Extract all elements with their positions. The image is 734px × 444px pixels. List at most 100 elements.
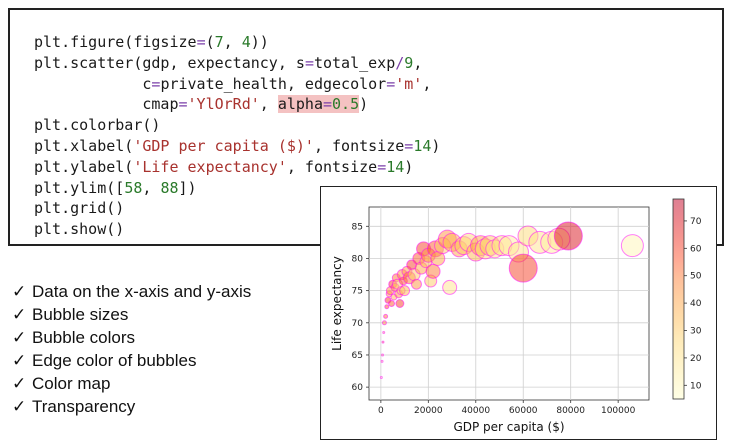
- code-token: =: [404, 136, 414, 155]
- checklist-label: Bubble colors: [32, 328, 136, 347]
- code-line: plt.ylabel('Life expectancy', fontsize=1…: [34, 158, 413, 176]
- code-token: plt.colorbar(): [34, 116, 161, 135]
- code-line: c=private_health, edgecolor='m',: [34, 75, 431, 93]
- bubble: [620, 234, 644, 258]
- checklist-label: Transparency: [32, 397, 136, 416]
- colorbar-tick-label: 60: [690, 244, 702, 254]
- bubble: [381, 340, 385, 344]
- code-token: c: [34, 74, 152, 93]
- code-token: 'm': [395, 74, 423, 93]
- bubble: [410, 278, 422, 290]
- code-line: cmap='YlOrRd', alpha=0.5): [34, 95, 369, 114]
- bubble: [381, 353, 385, 357]
- code-token: 0.5: [332, 95, 360, 114]
- checklist-item: ✓ Color map: [12, 372, 251, 395]
- check-icon: ✓: [12, 282, 27, 301]
- code-token: 88: [160, 178, 179, 197]
- code-token: 7: [214, 33, 224, 51]
- y-tick-label: 70: [352, 319, 364, 329]
- code-line: plt.xlabel('GDP per capita ($)', fontsiz…: [34, 137, 440, 155]
- code-token: ,: [422, 74, 432, 93]
- code-token: ,: [259, 95, 278, 114]
- bubble: [382, 330, 386, 334]
- chart-panel: 0 20000 40000 60000 80000 100000 60 65 70 75 80 85 G…: [320, 186, 717, 440]
- code-token: cmap: [34, 95, 179, 114]
- colorbar-tick-label: 70: [690, 217, 702, 227]
- check-icon: ✓: [12, 351, 27, 370]
- code-token: 'Life expectancy': [133, 157, 287, 176]
- y-tick-label: 85: [352, 222, 363, 232]
- code-token: 9: [404, 53, 414, 72]
- bubble: [425, 263, 441, 279]
- check-icon: ✓: [12, 397, 27, 416]
- y-tick-label: 60: [352, 383, 364, 393]
- x-tick-label: 0: [378, 406, 384, 416]
- colorbar-tick-label: 40: [690, 299, 702, 309]
- code-token: (: [205, 33, 215, 51]
- code-token: plt.ylabel(: [34, 157, 134, 176]
- x-tick-label: 60000: [509, 406, 538, 416]
- code-token: total_exp: [313, 53, 396, 72]
- bubble: [381, 320, 387, 326]
- code-token: plt.xlabel(: [34, 136, 134, 155]
- y-tick-label: 65: [352, 351, 363, 361]
- code-token: , fontsize: [313, 136, 405, 155]
- code-token: 14: [413, 136, 432, 155]
- code-block: plt.figure(figsize=(7, 4)) plt.scatter(g…: [34, 32, 440, 240]
- code-token: plt.grid(): [34, 199, 125, 218]
- colorbar-tick-label: 30: [690, 327, 702, 337]
- code-token: =: [151, 74, 161, 93]
- code-token: private_health, edgecolor: [160, 74, 387, 93]
- bubble: [380, 359, 384, 363]
- code-token: ,: [142, 178, 161, 197]
- checklist-item: ✓ Bubble sizes: [12, 303, 251, 326]
- code-token: 14: [386, 157, 405, 176]
- code-line: plt.grid(): [34, 199, 124, 217]
- code-line: plt.scatter(gdp, expectancy, s=total_exp…: [34, 54, 422, 72]
- checklist-label: Edge color of bubbles: [32, 351, 197, 370]
- x-tick-label: 20000: [414, 406, 443, 416]
- colorbar-tick-label: 10: [690, 381, 702, 391]
- scatter-chart: 0 20000 40000 60000 80000 100000 60 65 70 75 80 85 G…: [330, 198, 702, 434]
- y-tick-label: 80: [352, 254, 364, 264]
- bubble: [395, 299, 405, 308]
- bubble: [384, 304, 390, 310]
- code-token: plt.show(): [34, 220, 125, 239]
- checklist-label: Bubble sizes: [32, 305, 129, 324]
- code-token: plt.scatter(gdp, expectancy, s: [34, 53, 305, 72]
- bubble: [388, 300, 396, 307]
- code-line: plt.colorbar(): [34, 116, 160, 134]
- code-token: ,: [223, 33, 242, 51]
- code-line: plt.figure(figsize=(7, 4)): [34, 33, 269, 51]
- checklist-item: ✓ Edge color of bubbles: [12, 349, 251, 372]
- code-token: 'YlOrRd': [187, 95, 260, 114]
- code-token: =: [377, 157, 387, 176]
- code-token: 4: [241, 33, 251, 51]
- check-icon: ✓: [12, 305, 27, 324]
- checklist-item: ✓ Transparency: [12, 395, 251, 418]
- code-token: ): [359, 95, 369, 114]
- y-axis-label: Life expectancy: [330, 256, 344, 351]
- checklist-item: ✓ Bubble colors: [12, 326, 251, 349]
- code-token: =: [178, 95, 188, 114]
- code-token: ]): [178, 178, 197, 197]
- code-line: plt.ylim([58, 88]): [34, 179, 197, 197]
- x-tick-label: 80000: [556, 406, 585, 416]
- bubble: [508, 253, 538, 283]
- code-token: ): [431, 136, 441, 155]
- y-tick-label: 75: [352, 287, 363, 297]
- code-token: ,: [413, 53, 423, 72]
- code-token: /: [395, 53, 405, 72]
- x-tick-label: 40000: [461, 406, 490, 416]
- x-tick-label: 100000: [601, 406, 636, 416]
- bubble: [553, 221, 583, 251]
- bubble: [442, 279, 458, 295]
- code-token: )): [250, 33, 269, 51]
- code-token: =: [304, 53, 314, 72]
- code-token: =: [323, 95, 333, 114]
- x-axis-label: GDP per capita ($): [453, 420, 564, 434]
- checklist-label: Data on the x-axis and y-axis: [32, 282, 252, 301]
- check-icon: ✓: [12, 328, 27, 347]
- code-token: plt.figure(figsize: [34, 33, 197, 51]
- check-icon: ✓: [12, 374, 27, 393]
